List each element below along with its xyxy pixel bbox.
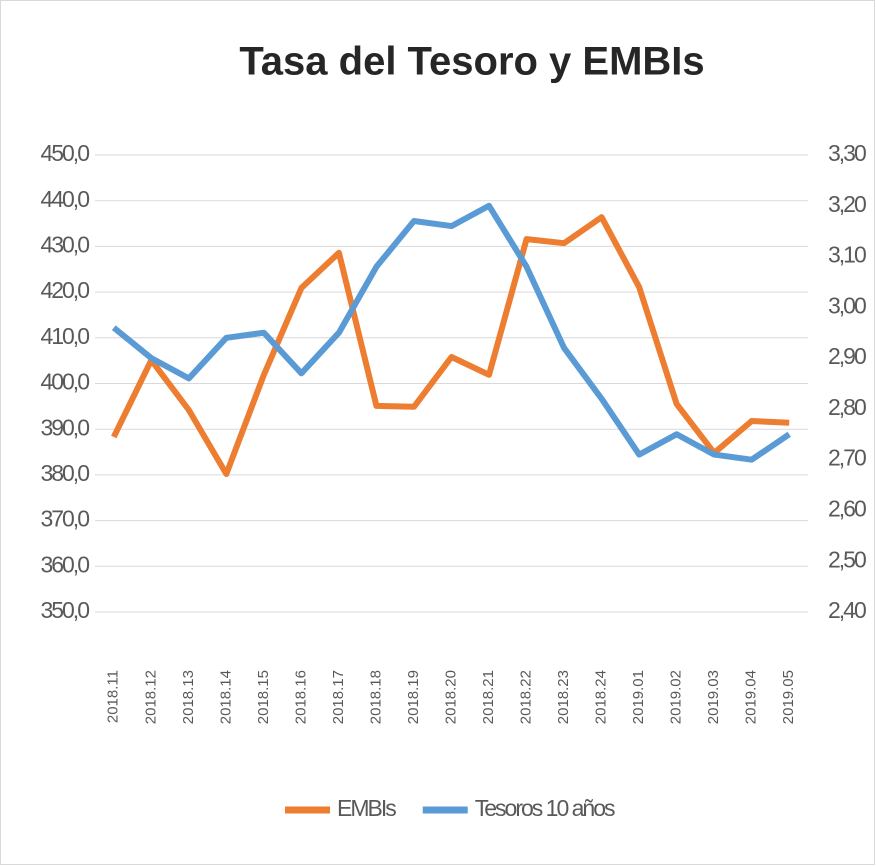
x-tick-label: 2019.04	[743, 670, 760, 724]
y2-tick-label: 3,30	[828, 140, 866, 166]
x-tick-label: 2018.13	[180, 670, 197, 724]
y-tick-label: 450,0	[40, 140, 89, 166]
y2-tick-label: 2,90	[828, 343, 866, 369]
y-tick-label: 420,0	[40, 277, 89, 303]
y-tick-label: 400,0	[40, 369, 89, 395]
x-tick-label: 2018.19	[405, 670, 422, 724]
y2-tick-label: 2,40	[828, 597, 866, 623]
x-tick-label: 2018.12	[142, 670, 159, 724]
y2-tick-label: 2,60	[828, 496, 866, 522]
legend-label: EMBIs	[337, 795, 396, 821]
x-tick-label: 2019.01	[630, 670, 647, 724]
y-tick-label: 390,0	[40, 414, 89, 440]
legend-label: Tesoros 10 años	[475, 795, 615, 821]
y-tick-label: 370,0	[40, 506, 89, 532]
y2-tick-label: 2,80	[828, 394, 866, 420]
x-tick-label: 2018.21	[480, 670, 497, 724]
x-tick-label: 2018.17	[330, 670, 347, 724]
y-tick-label: 410,0	[40, 323, 89, 349]
series-line	[111, 202, 791, 463]
x-tick-label: 2018.20	[442, 670, 459, 724]
y2-tick-label: 2,50	[828, 546, 866, 572]
y2-tick-label: 2,70	[828, 445, 866, 471]
y-tick-label: 380,0	[40, 460, 89, 486]
x-tick-label: 2018.24	[593, 670, 610, 724]
x-tick-label: 2019.05	[780, 670, 797, 724]
y2-tick-label: 3,10	[828, 242, 866, 268]
x-tick-label: 2018.18	[367, 670, 384, 724]
y-tick-label: 360,0	[40, 551, 89, 577]
x-tick-label: 2018.11	[105, 670, 122, 723]
x-tick-label: 2018.15	[255, 670, 272, 724]
x-tick-label: 2018.22	[518, 670, 535, 724]
x-tick-label: 2018.14	[217, 670, 234, 724]
y-tick-label: 430,0	[40, 231, 89, 257]
x-tick-label: 2018.23	[555, 670, 572, 724]
series-line	[111, 214, 790, 477]
x-tick-label: 2019.03	[705, 670, 722, 724]
y-tick-label: 350,0	[40, 597, 89, 623]
y-tick-label: 440,0	[40, 186, 89, 212]
chart-title: Tasa del Tesoro y EMBIs	[239, 40, 704, 84]
x-tick-label: 2019.02	[668, 670, 685, 724]
x-tick-label: 2018.16	[292, 670, 309, 724]
y2-tick-label: 3,20	[828, 191, 866, 217]
y2-tick-label: 3,00	[828, 292, 866, 318]
